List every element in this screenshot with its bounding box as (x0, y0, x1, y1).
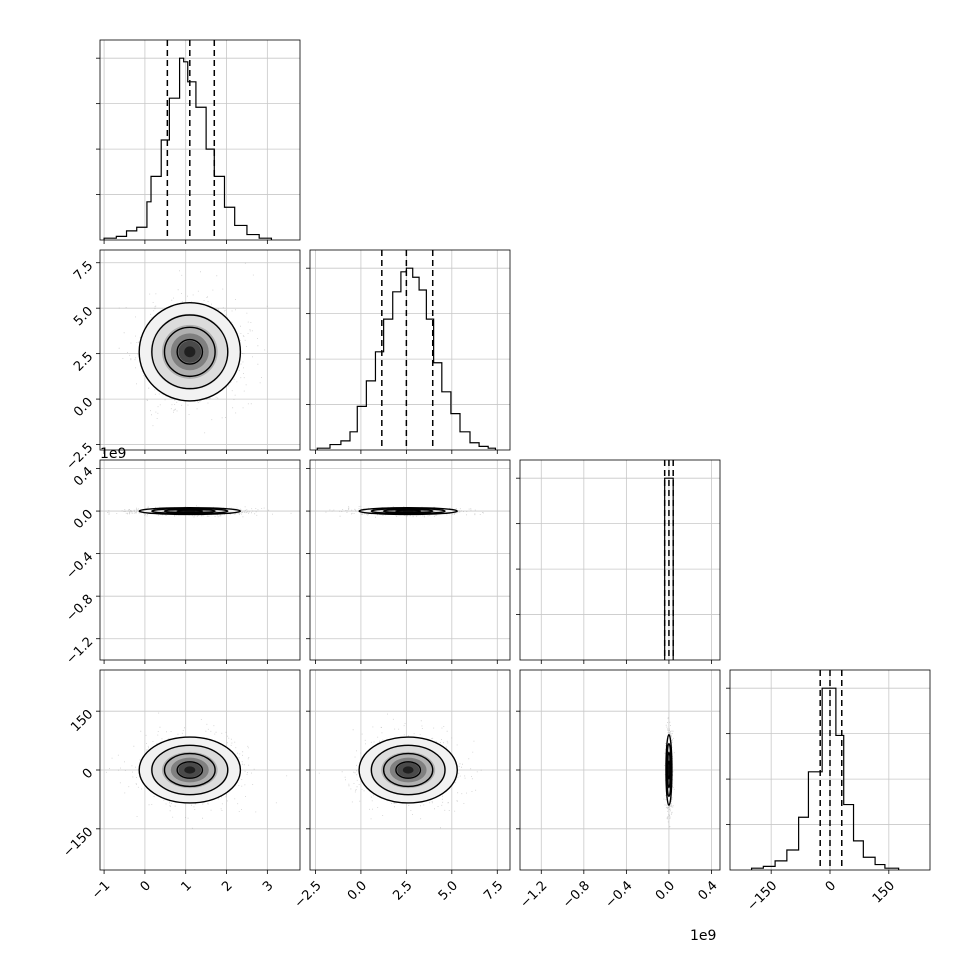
y-offset-label: 1e9 (100, 446, 126, 462)
y-tick-label: −2.5 (63, 440, 96, 473)
density-contour (395, 509, 422, 513)
y-tick-label: 7.5 (71, 258, 96, 283)
panel-p0-p2: −1.2−0.8−0.40.00.4 (63, 459, 301, 667)
x-tick-label: 0 (138, 878, 154, 894)
x-tick-label: 150 (870, 878, 898, 906)
panel-content (105, 712, 288, 829)
y-tick-label: −0.4 (63, 549, 96, 582)
y-tick-label: 2.5 (71, 349, 96, 374)
density-contour (395, 761, 422, 779)
panel-content (325, 505, 484, 518)
density-contour (176, 761, 204, 779)
hist-panel-p3: −150 0 150 (726, 669, 931, 914)
scatter-points (318, 713, 482, 829)
density-fill (184, 766, 196, 774)
x-tick-label: −1.2 (518, 878, 551, 911)
histogram-step (664, 477, 674, 660)
axes-frame (309, 459, 511, 661)
x-tick-label: 7.5 (481, 878, 506, 903)
x-tick-label: 1 (178, 878, 194, 894)
density-contour (358, 736, 458, 804)
panel-content (107, 505, 292, 518)
axes-frame (519, 459, 721, 661)
y-tick-label: 0 (80, 766, 96, 782)
y-tick-label: 0.0 (71, 507, 96, 532)
density-contour (666, 742, 672, 798)
y-tick-label: 5.0 (71, 304, 96, 329)
y-tick-label: −0.8 (63, 592, 96, 625)
y-tick-label: −150 (61, 825, 97, 861)
density-contour (667, 760, 671, 780)
x-tick-label: 0.4 (695, 878, 720, 903)
histogram-step (103, 57, 273, 240)
x-tick-label: 5.0 (436, 878, 461, 903)
density-contour (138, 736, 242, 804)
x-tick-label: 0.0 (653, 878, 678, 903)
density-contour (138, 302, 242, 402)
density-contour (163, 508, 216, 514)
density-contour (163, 326, 216, 378)
x-tick-label: 0.0 (345, 878, 370, 903)
x-tick-label: 3 (260, 878, 276, 894)
axes-frame (99, 39, 301, 241)
histogram-step (316, 267, 497, 450)
density-contour (151, 744, 229, 796)
density-contour (382, 508, 434, 514)
x-tick-label: −2.5 (292, 878, 325, 911)
x-tick-label: −0.4 (603, 878, 636, 911)
x-tick-label: 2.5 (390, 878, 415, 903)
y-tick-label: 150 (68, 707, 96, 735)
density-contour (151, 314, 229, 390)
panel-content (663, 717, 675, 828)
histogram-step (750, 687, 900, 870)
panel-p1-p2 (306, 459, 511, 664)
density-fill (184, 346, 196, 358)
axes-frame (99, 459, 301, 661)
panel-p0-p3: −1 0 1 2 3 −150 0 150 (61, 669, 301, 903)
density-contour (665, 734, 673, 806)
density-contour (358, 506, 458, 516)
axes-frame (99, 249, 301, 451)
density-contour (176, 338, 204, 365)
x-tick-label: 2 (219, 878, 235, 894)
panel-p0-p1: −2.5 0.0 2.5 5.0 7.5 (63, 249, 301, 473)
x-tick-label: −150 (745, 878, 781, 914)
density-fill (402, 766, 414, 774)
density-contour (382, 752, 434, 788)
y-tick-label: 0.0 (71, 395, 96, 420)
axes-frame (309, 249, 511, 451)
x-tick-label: −1 (89, 878, 113, 902)
density-contour (370, 507, 446, 515)
y-tick-label: −1.2 (63, 634, 96, 667)
density-contour (370, 744, 446, 796)
x-tick-label: −0.8 (560, 878, 593, 911)
x-tick-label: 0 (823, 878, 839, 894)
panel-p1-p3: −2.5 0.0 2.5 5.0 7.5 (292, 669, 511, 911)
density-contour (176, 509, 204, 513)
hist-panel-p1 (306, 249, 511, 454)
density-contour (151, 507, 229, 515)
density-contour (163, 752, 216, 788)
panel-content (118, 262, 268, 434)
hist-panel-p2 (516, 459, 721, 664)
hist-panel-p0 (96, 39, 301, 244)
panel-content (318, 713, 482, 829)
density-contour (138, 506, 242, 516)
x-offset-label: 1e9 (690, 928, 716, 944)
panel-p2-p3: −1.2 −0.8 −0.4 0.0 0.4 (516, 669, 721, 911)
